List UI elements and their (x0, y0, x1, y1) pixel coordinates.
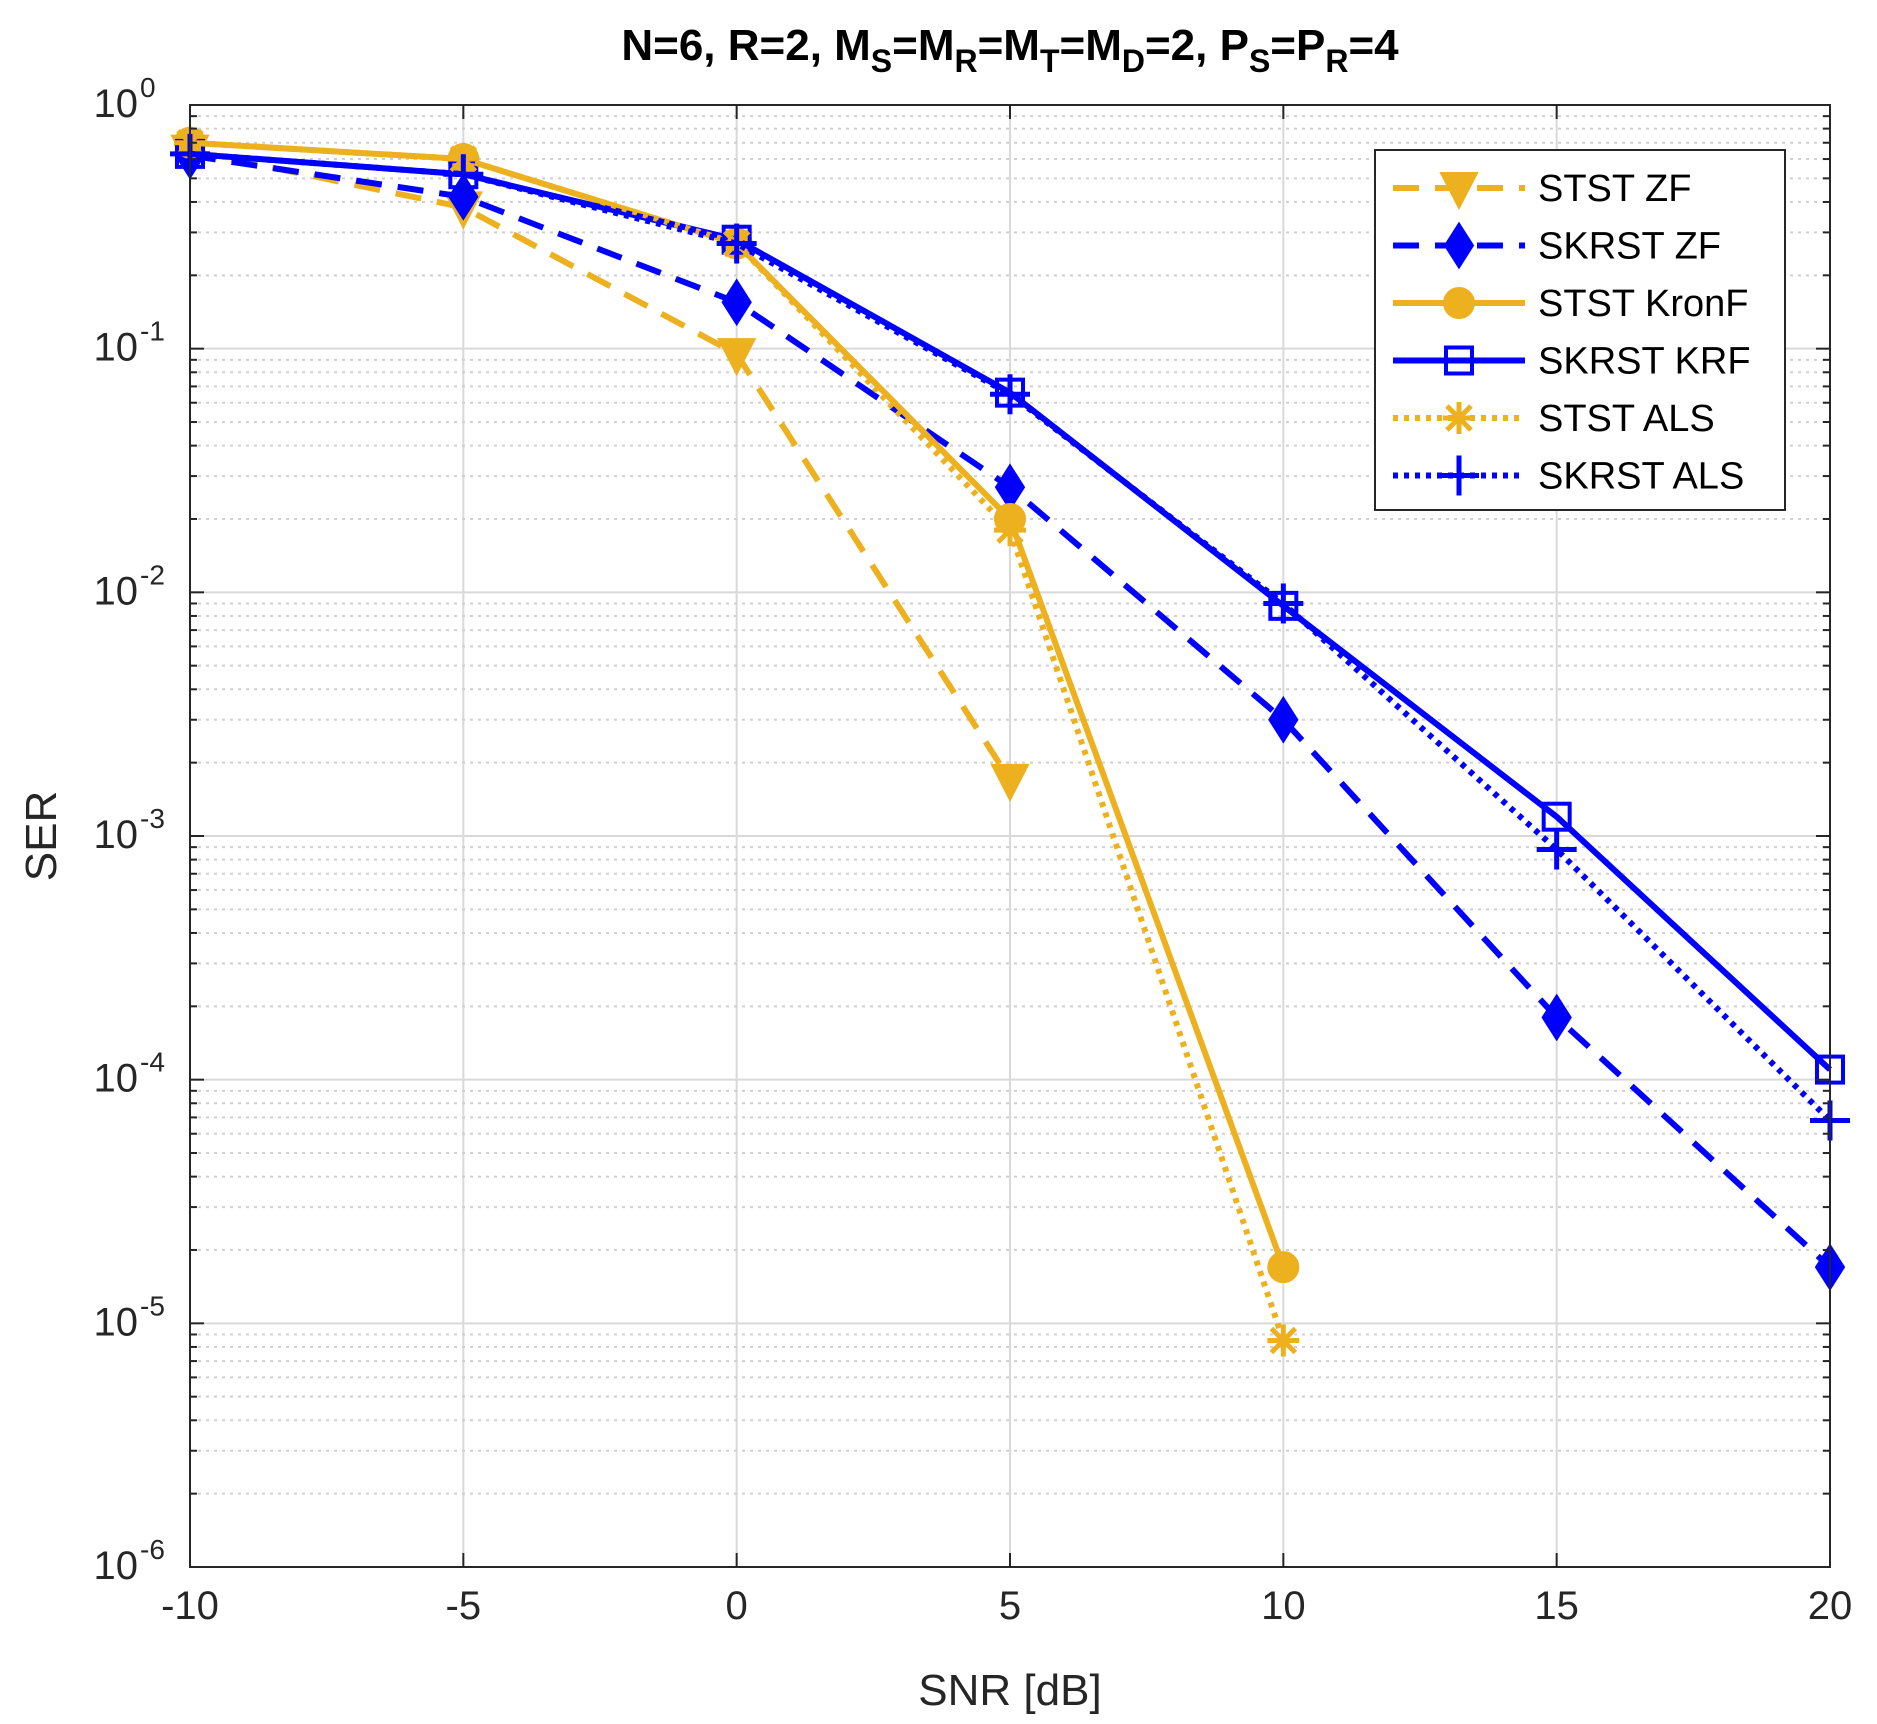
y-tick-label: 10 (94, 1300, 139, 1344)
legend-label: STST ZF (1538, 168, 1691, 210)
data-point (990, 763, 1030, 803)
data-point (716, 223, 757, 264)
x-tick-label: -10 (161, 1584, 219, 1628)
data-point (721, 278, 752, 327)
legend: STST ZF SKRST ZF STST KronF SKRST KRF STST A… (1374, 149, 1786, 511)
legend-marker (1439, 455, 1479, 496)
legend-item: STST ALS (1393, 398, 1715, 440)
legend-marker (1443, 287, 1475, 319)
legend-item: STST KronF (1393, 283, 1748, 325)
chart-title: N=6, R=2, MS=MR=MT=MD=2, PS=PR=4 (621, 21, 1399, 79)
legend-item: STST ZF (1393, 168, 1691, 211)
x-tick-label: 0 (726, 1584, 748, 1628)
data-point (1268, 695, 1299, 744)
y-tick-exponent: -1 (140, 316, 165, 347)
data-point (994, 514, 1026, 547)
legend-label: SKRST KRF (1538, 341, 1751, 383)
y-tick-label: 10 (94, 813, 139, 857)
y-tick-exponent: -6 (140, 1534, 165, 1565)
data-point (1267, 1251, 1300, 1284)
y-tick-label: 10 (94, 1057, 139, 1101)
y-tick-exponent: -3 (140, 803, 165, 834)
legend-label: STST KronF (1538, 283, 1748, 325)
data-point (717, 338, 757, 377)
x-tick-label: -5 (446, 1584, 482, 1628)
y-tick-label: 10 (94, 326, 139, 370)
legend-label: SKRST ZF (1538, 226, 1721, 268)
x-tick-label: 10 (1261, 1584, 1306, 1628)
data-point (1263, 583, 1304, 624)
legend-label: STST ALS (1538, 398, 1715, 440)
legend-marker (1443, 402, 1475, 434)
data-point (1536, 829, 1577, 870)
y-tick-exponent: -5 (140, 1290, 165, 1321)
legend-marker (1439, 172, 1479, 211)
y-tick-exponent: 0 (140, 72, 156, 103)
legend-item: SKRST ALS (1393, 455, 1744, 498)
y-tick-label: 10 (94, 1544, 139, 1588)
legend-box (1374, 149, 1786, 511)
y-tick-exponent: -2 (140, 559, 165, 590)
data-point (1541, 993, 1572, 1042)
data-point (1267, 1324, 1300, 1357)
legend-label: SKRST ALS (1538, 456, 1744, 498)
x-axis-label: SNR [dB] (918, 1666, 1101, 1715)
x-tick-label: 5 (999, 1584, 1021, 1628)
y-tick-label: 10 (94, 82, 139, 126)
legend-item: SKRST ZF (1393, 221, 1721, 270)
y-axis-label: SER (17, 791, 66, 881)
y-tick-exponent: -4 (140, 1047, 165, 1078)
data-point (443, 154, 484, 195)
data-point (990, 374, 1030, 415)
legend-marker (1444, 345, 1474, 376)
y-tick-label: 10 (94, 569, 139, 613)
x-tick-label: 20 (1808, 1584, 1853, 1628)
x-tick-label: 15 (1534, 1584, 1579, 1628)
legend-item: SKRST KRF (1393, 341, 1751, 383)
legend-marker (1443, 221, 1475, 270)
